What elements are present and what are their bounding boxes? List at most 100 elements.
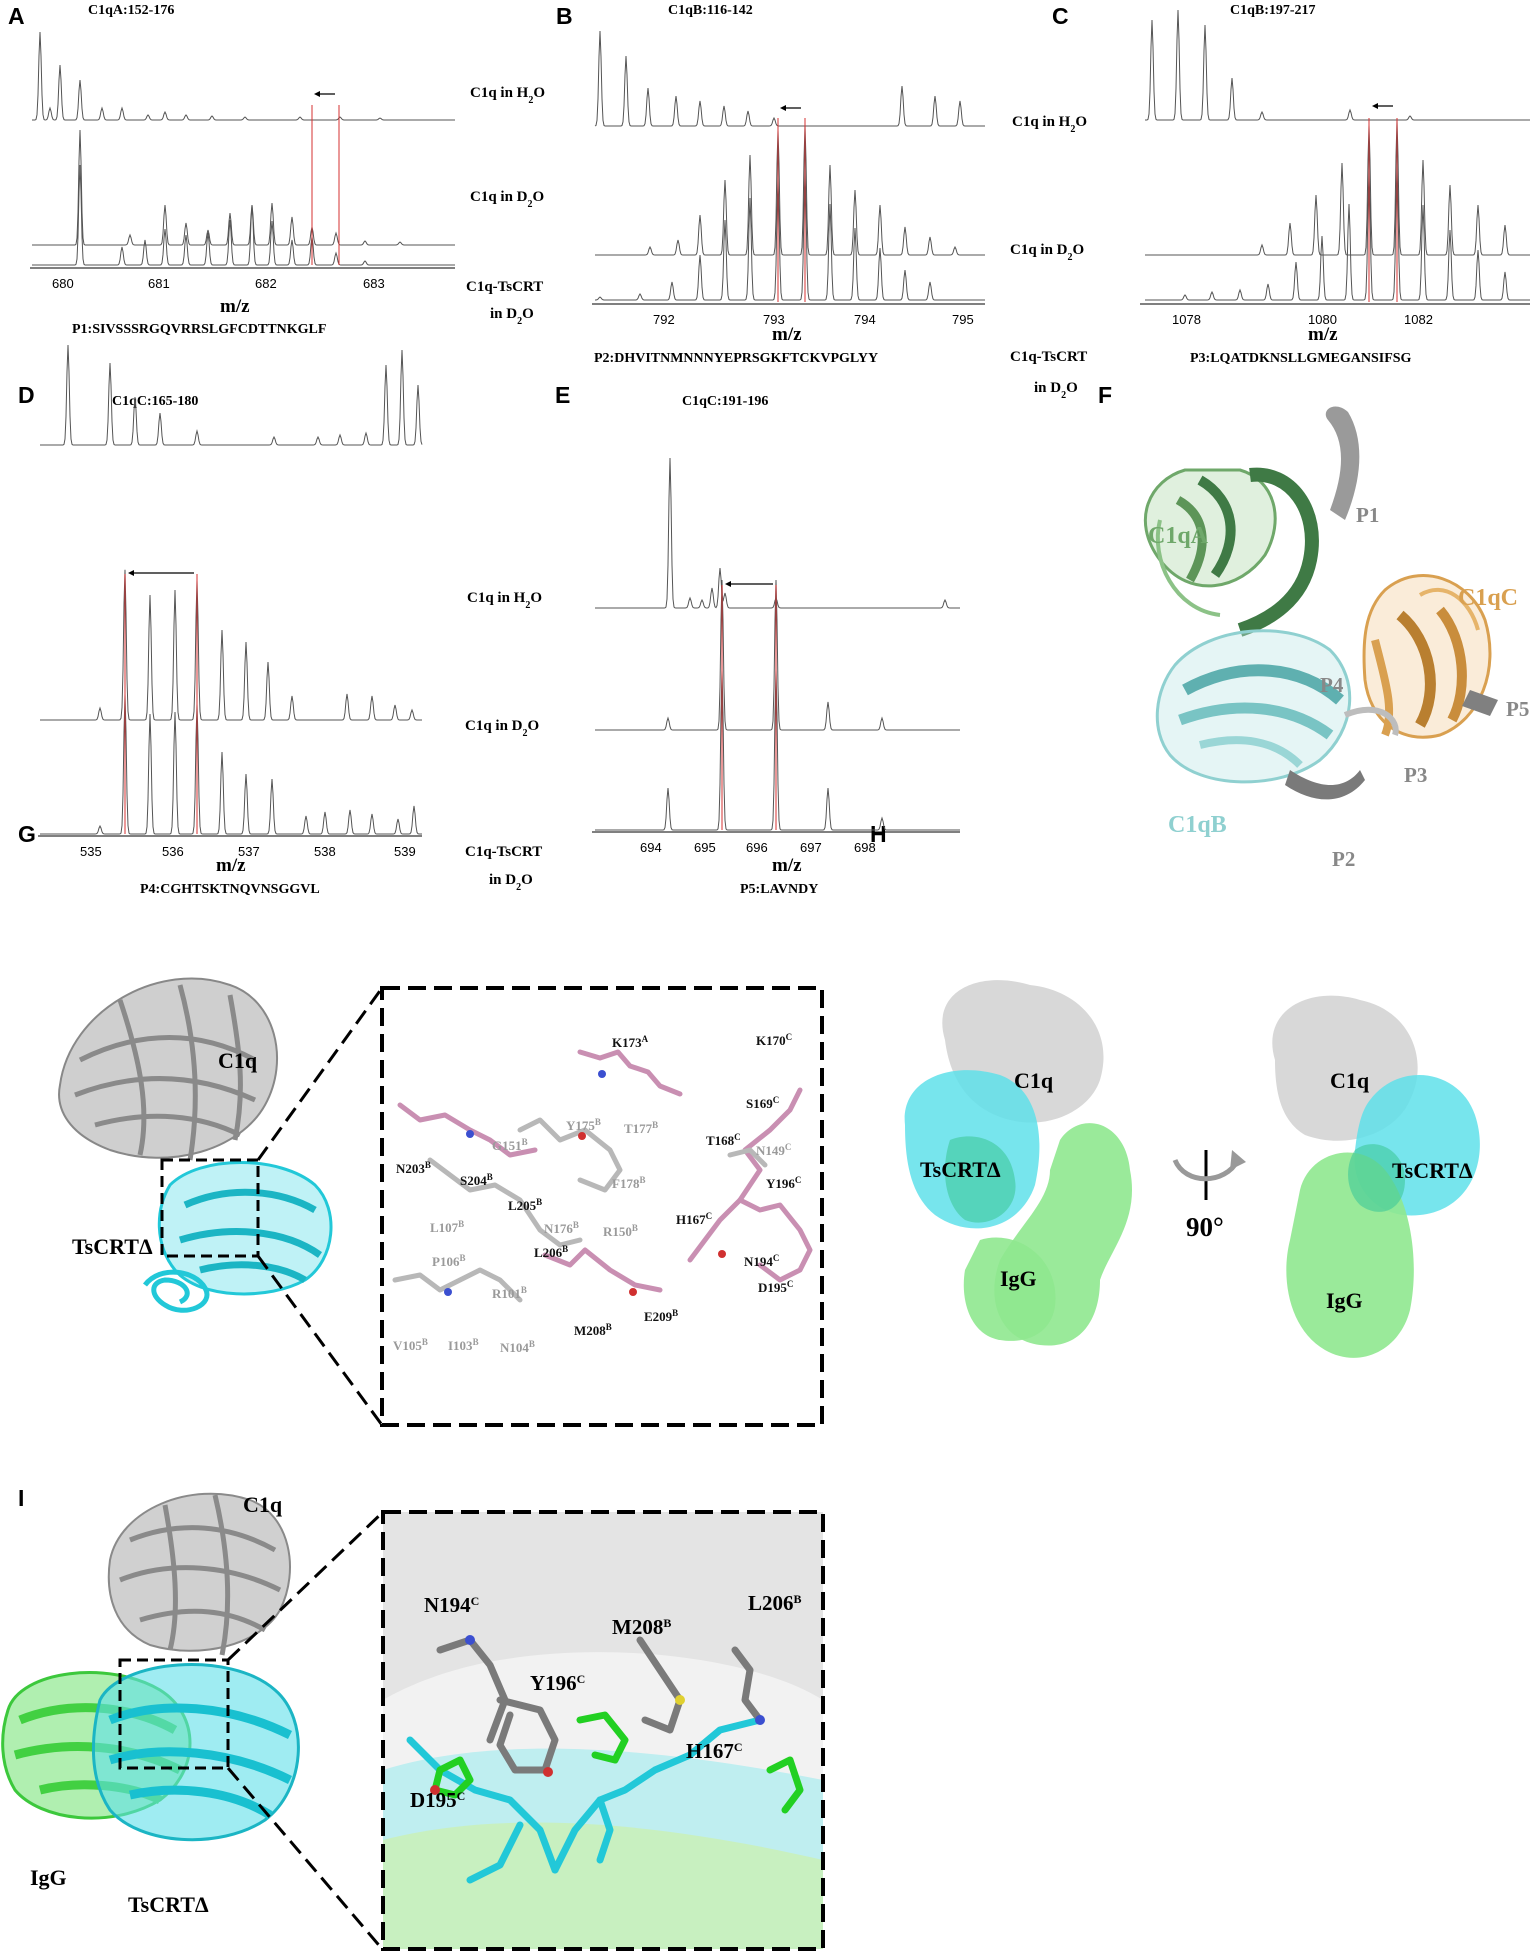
panel-a-tick-4: 683 [363,276,385,291]
panel-f-label-c1qa: C1qA [1148,523,1209,549]
panel-c-spectra [1145,9,1530,301]
panel-e-peptide: P5:LAVNDY [740,882,818,897]
panel-i: C1q IgG TsCRTΔ [1,1492,825,1951]
panel-c-title: C1qB:197-217 [1230,3,1316,18]
panel-a-label-complex-2: in D2O [490,306,534,327]
panel-e-axis-label: m/z [772,855,802,876]
spec-C-trace-3 [1145,164,1530,301]
panel-a-spectra [32,31,455,266]
panel-a: C1qA:152-176 680 681 682 683 m/z P1:SIVS… [30,3,545,337]
panel-d-tick-4: 538 [314,844,336,859]
spec-A-trace-2 [32,129,455,246]
residue-v105b: V105B [393,1337,428,1353]
panel-c-axis-label: m/z [1308,324,1338,345]
residue-k173a: K173A [612,1034,649,1050]
spec-B-trace-2 [595,124,985,256]
residue-s204b: S204B [460,1172,493,1188]
residue-i-m208b: M208B [612,1615,671,1639]
residue-n104b: N104B [500,1339,535,1355]
panel-a-tick-3: 682 [255,276,277,291]
panel-d-peptide: P4:CGHTSKTNQVNSGGVL [140,882,320,897]
spec-C-trace-2 [1145,119,1530,256]
panel-i-zoom-line-bottom [226,1767,385,1951]
panel-f-label-p4: P4 [1320,673,1344,697]
panel-i-zoom-box [118,1658,230,1770]
panel-b-title: C1qB:116-142 [668,3,753,18]
residue-h167c: H167C [676,1211,712,1227]
panel-b-label-h2o: C1q in H2O [1012,114,1087,135]
panel-letter-C: C [1052,3,1069,29]
panel-f: C1qA C1qB C1qC P1 P2 P3 P4 P5 [1143,406,1529,871]
panel-letter-H: H [870,821,887,847]
panel-letter-D: D [18,382,35,408]
residue-i-d195c: D195C [410,1788,465,1812]
panel-c: C1qB:197-217 1078 1080 1082 m/z P3:LQATD… [1140,3,1530,366]
panel-h-rotation-label: 90° [1186,1212,1224,1242]
residue-n194c: N194C [744,1253,779,1269]
panel-i-c1q-cartoon [107,1492,291,1656]
panel-h-left-tscrt: TsCRTΔ [920,1157,1001,1182]
spec-D-trace-1 [40,344,423,446]
panel-e-tick-3: 696 [746,840,768,855]
panel-a-axis-label: m/z [220,296,250,317]
residue-t168c: T168C [706,1132,741,1148]
residue-g151b: G151B [492,1137,528,1153]
panel-d-title: C1qC:165-180 [112,394,198,409]
panel-c-shift-arrowhead [1372,103,1378,109]
panel-e-tick-5: 698 [854,840,876,855]
panel-a-tick-1: 680 [52,276,74,291]
panel-g-zoom-box [160,1158,260,1258]
panel-b: C1qB:116-142 792 793 794 795 m/z P2:DHVI… [592,3,1087,401]
panel-f-p5-strand [1462,690,1498,716]
panel-d: C1qC:165-180 535 536 537 538 539 m/z P4:… [38,344,423,897]
residue-l205b: L205B [508,1197,542,1213]
panel-f-label-c1qb: C1qB [1168,812,1227,838]
panel-f-label-p5: P5 [1506,697,1529,721]
spec-B-trace-1 [594,30,985,127]
panel-d-tick-3: 537 [238,844,260,859]
panel-b-shift-arrowhead [780,105,786,111]
panel-a-label-d2o: C1q in D2O [470,189,544,210]
residue-k170c: K170C [756,1032,792,1048]
panel-h-left-surface [904,980,1133,1346]
panel-e-shift-arrowhead [725,581,731,587]
panel-c-peptide: P3:LQATDKNSLLGMEGANSIFSG [1190,351,1412,366]
panel-b-label-d2o: C1q in D2O [1010,242,1084,263]
panel-d-tick-2: 536 [162,844,184,859]
panel-d-spectra [40,344,423,835]
residue-n203b: N203B [396,1160,431,1176]
panel-e-title: C1qC:191-196 [682,394,768,409]
residue-m208b: M208B [574,1322,612,1338]
panel-h-right-tscrt: TsCRTΔ [1392,1158,1473,1183]
panel-i-detail [383,1512,823,1949]
panel-a-label-complex: C1q-TsCRT [466,279,543,295]
panel-f-label-p3: P3 [1404,763,1427,787]
spec-D-trace-3 [40,693,422,835]
panel-b-peptide: P2:DHVITNMNNNYEPRSGKFTCKVPGLYY [594,351,878,366]
panel-g-label-c1q: C1q [218,1048,258,1073]
spec-D-trace-2 [40,569,422,721]
panel-de-label-d2o: C1q in D2O [465,718,539,739]
residue-i-h167c: H167C [686,1739,743,1763]
residue-i-l206b: L206B [748,1591,802,1615]
panel-h: C1q TsCRTΔ IgG 90° C1q TsCRTΔ IgG [904,980,1480,1358]
panel-b-tick-1: 792 [653,312,675,327]
panel-e-spectra [595,457,960,831]
panel-g-residue-labels: K173A K170C S169C T168C N149C Y196C G151… [393,1032,801,1355]
residue-y196c: Y196C [766,1175,801,1191]
panel-a-label-h2o: C1q in H2O [470,85,545,106]
panel-h-rotation [1172,1150,1246,1200]
residue-n176b: N176B [544,1220,579,1236]
panel-letter-E: E [555,382,570,408]
panel-f-label-p1: P1 [1356,503,1379,527]
panel-c-tick-3: 1082 [1404,312,1433,327]
spec-E-trace-2 [595,579,960,731]
panel-b-label-complex: C1q-TsCRT [1010,349,1087,365]
panel-f-c1qb-ribbon [1155,629,1399,784]
panel-b-axis-label: m/z [772,324,802,345]
panel-e-tick-4: 697 [800,840,822,855]
panel-f-label-p2: P2 [1332,847,1355,871]
panel-i-detail-frame [381,1510,825,1951]
residue-l107b: L107B [430,1219,464,1235]
residue-n149c: N149C [756,1142,791,1158]
